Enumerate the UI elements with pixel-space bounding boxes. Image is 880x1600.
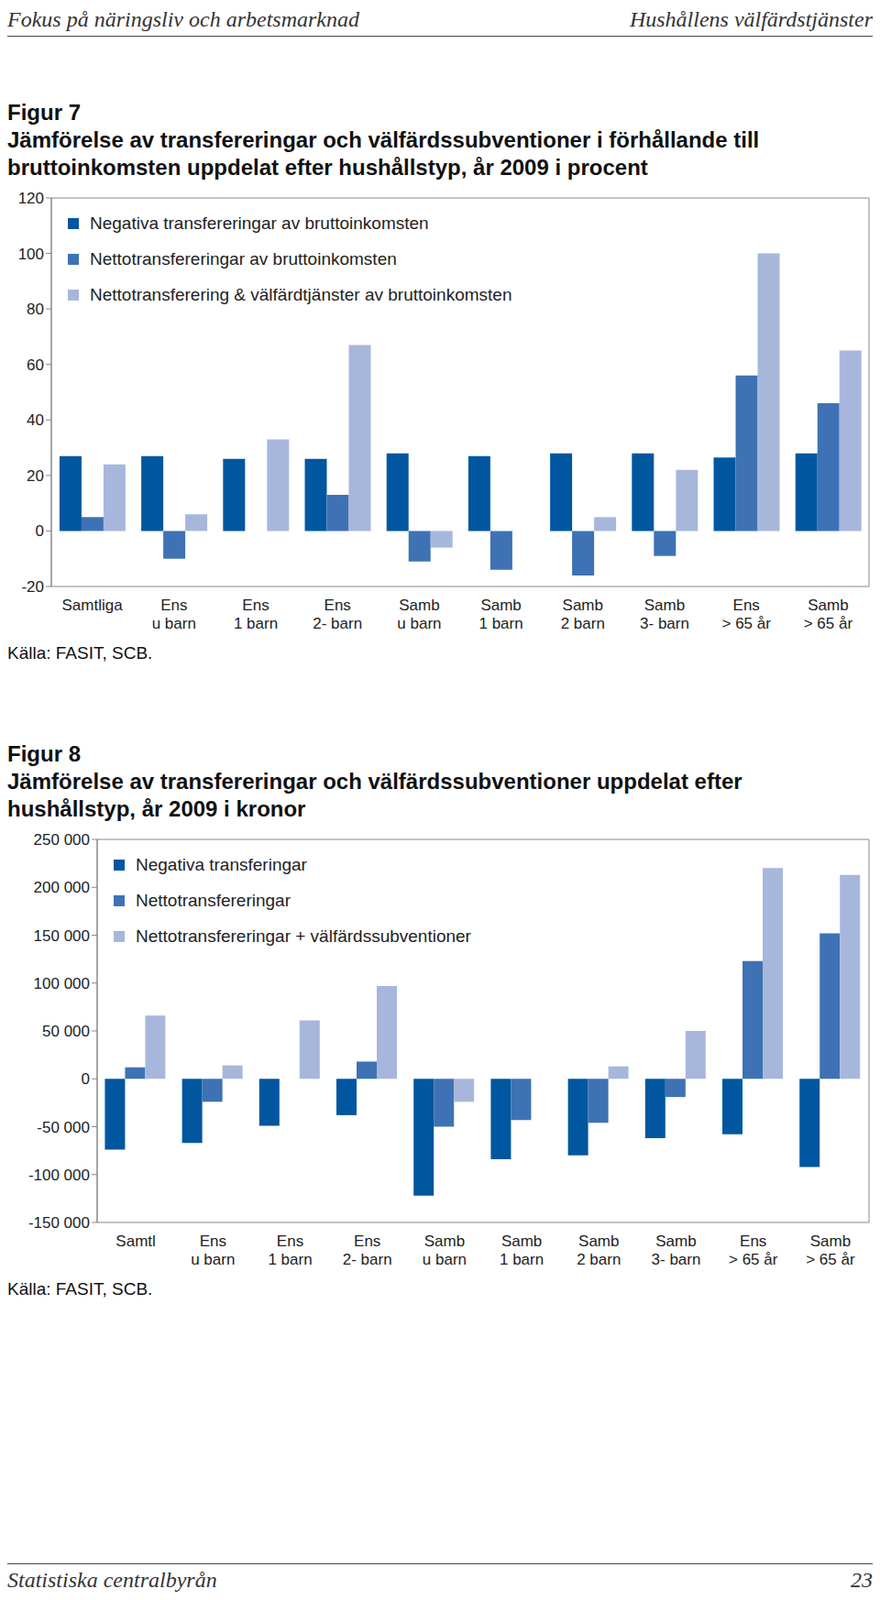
- svg-text:Ensu barn: Ensu barn: [152, 596, 197, 633]
- svg-text:100 000: 100 000: [33, 975, 90, 993]
- html-text:Källa: FASIT, SCB.: Källa: FASIT, SCB.: [7, 643, 153, 663]
- svg-text:Sambu barn: Sambu barn: [422, 1232, 467, 1269]
- svg-text:Ens> 65 år: Ens> 65 år: [728, 1232, 779, 1269]
- svg-text:40: 40: [26, 411, 44, 429]
- svg-text:Samb2 barn: Samb2 barn: [561, 596, 605, 633]
- svg-text:Samb1 barn: Samb1 barn: [499, 1232, 544, 1269]
- svg-text:Ens1 barn: Ens1 barn: [233, 596, 278, 633]
- html-text:Jämförelse av transfereringar: Jämförelse av transfereringar och välfär…: [7, 769, 743, 822]
- html-text:Figur 7: Figur 7: [7, 99, 81, 125]
- html-text:Figur 8: Figur 8: [7, 741, 81, 767]
- html-text:23: 23: [850, 1568, 873, 1593]
- html-text:Negativa transfereringar av br: Negativa transfereringar av bruttoinkoms…: [89, 213, 429, 233]
- svg-text:Samb> 65 år: Samb> 65 år: [805, 1232, 856, 1269]
- svg-text:120: 120: [18, 189, 44, 208]
- svg-text:-50 000: -50 000: [36, 1119, 90, 1137]
- svg-text:Samb3- barn: Samb3- barn: [639, 596, 690, 633]
- svg-text:100: 100: [18, 245, 44, 264]
- html-text:Hushållens välfärdstjänster: Hushållens välfärdstjänster: [629, 7, 873, 32]
- svg-text:Ens> 65 år: Ens> 65 år: [721, 596, 771, 633]
- svg-text:Samb3- barn: Samb3- barn: [651, 1232, 702, 1269]
- svg-text:Samtl: Samtl: [115, 1232, 155, 1251]
- svg-text:20: 20: [26, 467, 44, 485]
- html-text:Nettotransfereringar av brutto: Nettotransfereringar av bruttoinkomsten: [89, 248, 397, 269]
- svg-text:-100 000: -100 000: [28, 1166, 90, 1185]
- svg-text:Ens2- barn: Ens2- barn: [312, 596, 363, 633]
- svg-text:Ensu barn: Ensu barn: [190, 1232, 235, 1269]
- svg-text:Ens1 barn: Ens1 barn: [267, 1232, 312, 1269]
- html-text:Nettotransferering & välfärdtj: Nettotransferering & välfärdtjänster av …: [89, 284, 512, 304]
- html-text:Källa: FASIT, SCB.: Källa: FASIT, SCB.: [7, 1279, 153, 1299]
- html-text:Nettotransfereringar: Nettotransfereringar: [135, 890, 291, 910]
- svg-text:0: 0: [35, 522, 44, 540]
- svg-text:Ens2- barn: Ens2- barn: [342, 1232, 393, 1269]
- svg-text:Samb1 barn: Samb1 barn: [478, 596, 523, 633]
- svg-text:50 000: 50 000: [42, 1023, 90, 1041]
- html-text:Negativa transferingar: Negativa transferingar: [135, 854, 307, 875]
- html-text:Fokus på näringsliv och arbets: Fokus på näringsliv och arbetsmarknad: [7, 7, 360, 32]
- svg-text:Samtliga: Samtliga: [62, 596, 124, 615]
- svg-text:-20: -20: [21, 578, 44, 596]
- svg-text:Samb2 barn: Samb2 barn: [576, 1232, 621, 1269]
- html-text:Statistiska centralbyrån: Statistiska centralbyrån: [7, 1568, 217, 1593]
- svg-text:0: 0: [81, 1070, 90, 1089]
- html-text:Nettotransfereringar + välfärd: Nettotransfereringar + välfärdssubventio…: [135, 926, 472, 946]
- svg-text:250 000: 250 000: [33, 831, 90, 849]
- svg-text:Sambu barn: Sambu barn: [396, 596, 441, 633]
- svg-text:150 000: 150 000: [33, 927, 90, 946]
- svg-text:200 000: 200 000: [33, 879, 90, 897]
- svg-text:60: 60: [26, 356, 44, 374]
- svg-text:80: 80: [26, 300, 44, 319]
- svg-text:Samb> 65 år: Samb> 65 år: [803, 596, 854, 633]
- svg-text:-150 000: -150 000: [28, 1214, 90, 1232]
- html-text:Jämförelse av transfereringar: Jämförelse av transfereringar och välfär…: [7, 127, 760, 180]
